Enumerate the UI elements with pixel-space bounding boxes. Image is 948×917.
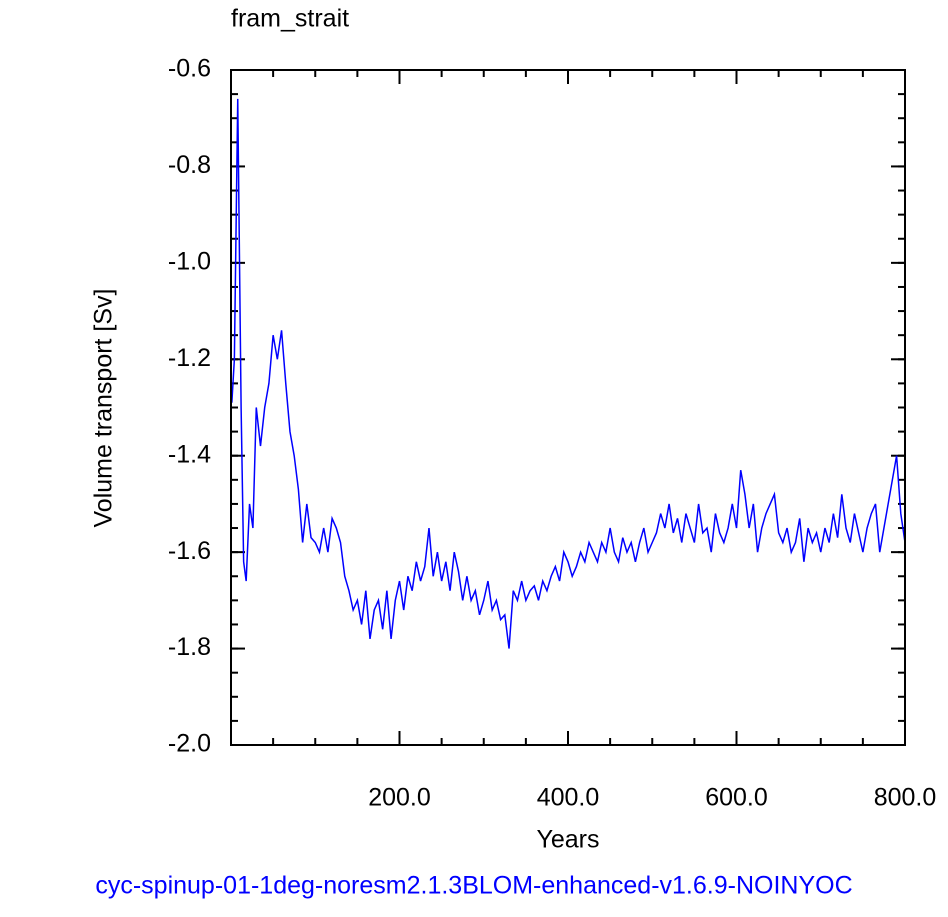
y-tick-label: -1.2 — [168, 344, 211, 372]
y-tick-label: -0.6 — [168, 55, 211, 83]
chart-title: fram_strait — [231, 5, 349, 33]
x-tick-label: 600.0 — [705, 784, 768, 812]
x-axis-label: Years — [536, 826, 599, 854]
plot-frame — [230, 69, 906, 746]
footer: cyc-spinup-01-1deg-noresm2.1.3BLOM-enhan… — [95, 872, 852, 900]
x-tick-label: 200.0 — [368, 784, 431, 812]
y-tick-label: -0.8 — [168, 151, 211, 179]
y-tick-label: -2.0 — [168, 730, 211, 758]
series-line — [231, 98, 906, 649]
y-tick-label: -1.6 — [168, 537, 211, 565]
x-tick-label: 800.0 — [874, 784, 937, 812]
y-axis-label: Volume transport [Sv] — [90, 288, 118, 527]
y-tick-label: -1.4 — [168, 440, 211, 468]
y-tick-label: -1.8 — [168, 633, 211, 661]
x-tick-label: 400.0 — [537, 784, 600, 812]
y-tick-label: -1.0 — [168, 247, 211, 275]
